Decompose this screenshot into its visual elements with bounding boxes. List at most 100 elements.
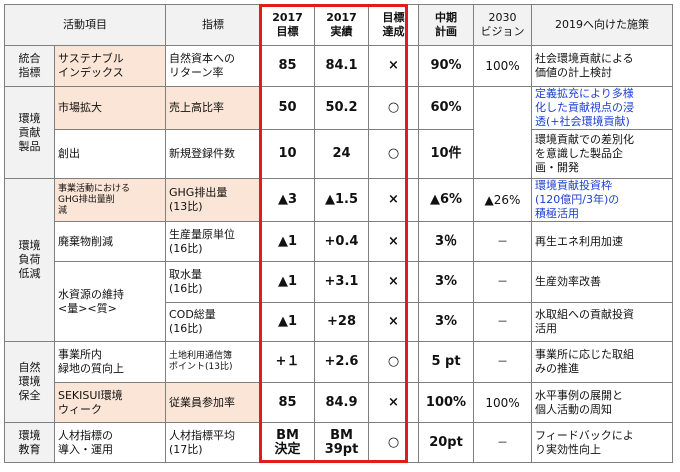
header-measures: 2019へ向けた施策 xyxy=(531,4,673,46)
measure-cell: 定義拡充により多様 化した貢献視点の浸 透(+社会環境貢献) xyxy=(531,86,673,130)
result-cell: +3.1 xyxy=(314,261,369,303)
table-row: 創出 新規登録件数 10 24 ○ 10件 環境貢献での差別化 を意識した製品企画… xyxy=(5,129,673,179)
measure-cell: 環境貢献投資枠 (120億円/3年)の 積極活用 xyxy=(531,178,673,222)
measure-cell: フィードバックによ り実効性向上 xyxy=(531,422,673,463)
measure-cell: 生産効率改善 xyxy=(531,261,673,303)
indicator-cell: COD総量 (16比) xyxy=(165,302,261,342)
result-cell: 84.1 xyxy=(314,45,369,87)
header-row: 活動項目 指標 2017 目標 2017 実績 目標 達成 中期 計画 2030 ビジョン… xyxy=(4,4,673,46)
table-row: COD総量 (16比) ▲1 +28 × 3% － 水取組への貢献投資 活用 xyxy=(5,302,673,342)
midterm-cell: 3% xyxy=(418,302,474,342)
midterm-cell: 3% xyxy=(418,261,474,303)
midterm-cell: ▲6% xyxy=(418,178,474,222)
indicator-cell: 売上高比率 xyxy=(165,86,261,130)
table-row: 統合 指標 サステナブル インデックス 自然資本への リターン率 85 84.1 × … xyxy=(4,45,673,87)
measure-cell: 事業所に応じた取組 みの推進 xyxy=(531,341,673,383)
result-cell: +28 xyxy=(314,302,369,342)
kpi-table: 活動項目 指標 2017 目標 2017 実績 目標 達成 中期 計画 2030 ビジョン… xyxy=(4,4,673,463)
activity-cell: 事業活動における GHG排出量削減 xyxy=(54,178,166,222)
result-cell: BM 39pt xyxy=(314,422,369,463)
table-row: 環境 教育 人材指標の 導入・運用 人材指標平均 (17比) BM 決定 BM 39pt … xyxy=(4,422,673,463)
achieved-cell: ○ xyxy=(368,86,419,130)
category-eco-products: 環境 貢献 製品 xyxy=(4,86,55,179)
result-cell: +2.6 xyxy=(314,341,369,383)
activity-cell: 市場拡大 xyxy=(54,86,166,130)
activity-cell: 事業所内 緑地の質向上 xyxy=(54,341,166,383)
category-load-reduction: 環境 負荷 低減 xyxy=(4,178,55,342)
target-cell: ▲3 xyxy=(260,178,315,222)
indicator-cell: GHG排出量 (13比) xyxy=(165,178,261,222)
achieved-cell: × xyxy=(368,302,419,342)
measure-cell: 再生エネ利用加速 xyxy=(531,221,673,262)
category-integrated: 統合 指標 xyxy=(4,45,55,87)
measure-cell: 環境貢献での差別化 を意識した製品企 画・開発 xyxy=(531,129,673,179)
measure-cell: 水取組への貢献投資 活用 xyxy=(531,302,673,342)
header-midterm: 中期 計画 xyxy=(418,4,474,46)
result-cell: 84.9 xyxy=(314,382,369,423)
vision-cell: － xyxy=(473,221,532,262)
midterm-cell: 5 pt xyxy=(418,341,474,383)
result-cell: ▲1.5 xyxy=(314,178,369,222)
target-cell: 85 xyxy=(260,45,315,87)
header-target: 2017 目標 xyxy=(260,4,315,46)
target-cell: ▲1 xyxy=(260,261,315,303)
result-cell: 50.2 xyxy=(314,86,369,130)
activity-cell: SEKISUI環境 ウィーク xyxy=(54,382,166,423)
indicator-cell: 自然資本への リターン率 xyxy=(165,45,261,87)
activity-cell: 水資源の維持 <量><質> xyxy=(54,261,166,342)
target-cell: ▲1 xyxy=(260,221,315,262)
target-cell: +１ xyxy=(260,341,315,383)
kpi-table-container: 活動項目 指標 2017 目標 2017 実績 目標 達成 中期 計画 2030 ビジョン… xyxy=(4,4,673,463)
result-cell: 24 xyxy=(314,129,369,179)
vision-cell: － xyxy=(473,422,532,463)
header-activity: 活動項目 xyxy=(4,4,166,46)
indicator-cell: 土地利用通信簿 ポイント(13比) xyxy=(165,341,261,383)
indicator-cell: 新規登録件数 xyxy=(165,129,261,179)
vision-cell: － xyxy=(473,341,532,383)
achieved-cell: ○ xyxy=(368,422,419,463)
table-row: 廃棄物削減 生産量原単位 (16比) ▲1 +0.4 × 3％ － 再生エネ利用加… xyxy=(5,221,673,262)
target-cell: ▲1 xyxy=(260,302,315,342)
measure-cell: 社会環境貢献による 価値の計上検討 xyxy=(531,45,673,87)
target-cell: 10 xyxy=(260,129,315,179)
midterm-cell: 100% xyxy=(418,382,474,423)
category-education: 環境 教育 xyxy=(4,422,55,463)
target-cell: 85 xyxy=(260,382,315,423)
activity-cell: 人材指標の 導入・運用 xyxy=(54,422,166,463)
midterm-cell: 60% xyxy=(418,86,474,130)
indicator-cell: 従業員参加率 xyxy=(165,382,261,423)
header-achieved: 目標 達成 xyxy=(368,4,419,46)
indicator-cell: 取水量 (16比) xyxy=(165,261,261,303)
midterm-cell: 90% xyxy=(418,45,474,87)
measure-cell: 水平事例の展開と 個人活動の周知 xyxy=(531,382,673,423)
header-vision: 2030 ビジョン xyxy=(473,4,532,46)
category-nature: 自然 環境 保全 xyxy=(4,341,55,423)
activity-cell: サステナブル インデックス xyxy=(54,45,166,87)
vision-cell: ▲26% xyxy=(473,178,532,222)
activity-cell: 創出 xyxy=(54,129,166,179)
target-cell: BM 決定 xyxy=(260,422,315,463)
vision-cell: 100% xyxy=(473,382,532,423)
table-row: 水資源の維持 <量><質> 取水量 (16比) ▲1 +3.1 × 3% － 生産効… xyxy=(5,261,673,342)
activity-cell: 廃棄物削減 xyxy=(54,221,166,262)
table-row: 自然 環境 保全 事業所内 緑地の質向上 土地利用通信簿 ポイント(13比) +１ +2… xyxy=(4,341,673,423)
vision-cell: － xyxy=(473,261,532,303)
header-result: 2017 実績 xyxy=(314,4,369,46)
indicator-cell: 生産量原単位 (16比) xyxy=(165,221,261,262)
header-indicator: 指標 xyxy=(165,4,261,46)
achieved-cell: × xyxy=(368,45,419,87)
indicator-cell: 人材指標平均 (17比) xyxy=(165,422,261,463)
vision-cell: － xyxy=(473,302,532,342)
achieved-cell: × xyxy=(368,382,419,423)
achieved-cell: ○ xyxy=(368,341,419,383)
result-cell: +0.4 xyxy=(314,221,369,262)
achieved-cell: × xyxy=(368,221,419,262)
target-cell: 50 xyxy=(260,86,315,130)
achieved-cell: × xyxy=(368,178,419,222)
midterm-cell: 20pt xyxy=(418,422,474,463)
table-row: 環境 貢献 製品 市場拡大 売上高比率 50 50.2 ○ 60% 定義拡充により多… xyxy=(4,86,673,179)
midterm-cell: 3％ xyxy=(418,221,474,262)
midterm-cell: 10件 xyxy=(418,129,474,179)
table-row: 環境 負荷 低減 事業活動における GHG排出量削減 GHG排出量 (13比) ▲3 ▲… xyxy=(4,178,673,342)
achieved-cell: × xyxy=(368,261,419,303)
